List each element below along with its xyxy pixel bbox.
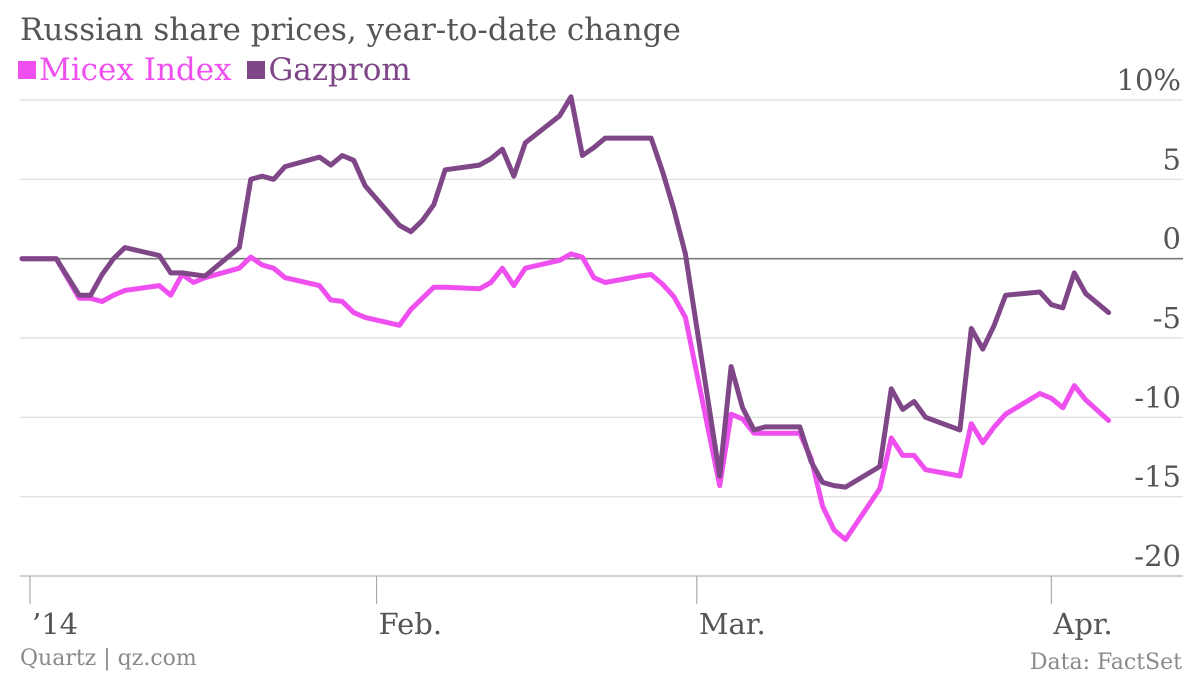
series-line-micex-index [19,251,1112,542]
y-tick-label: -5 [1153,301,1181,335]
x-tick-label: Feb. [379,607,442,641]
legend-swatch-micex [18,61,36,79]
x-tick-label: Apr. [1052,607,1112,641]
y-tick-label: 0 [1163,222,1181,256]
y-tick-label: 10% [1117,63,1181,97]
grid-lines [20,99,1183,577]
x-tick-label: ’14 [32,607,78,641]
series-line-gazprom [19,94,1112,490]
legend-label-gazprom: Gazprom [268,52,411,88]
legend-item-micex: Micex Index [18,52,232,88]
x-tick-label: Mar. [699,607,766,641]
source-text: Data: FactSet [1029,650,1182,675]
y-tick-label: -20 [1134,539,1181,573]
legend-item-gazprom: Gazprom [247,52,411,88]
y-axis-labels: 10% 5 0 -5 -10 -15 -20 [1117,63,1181,573]
y-tick-label: -15 [1134,460,1181,494]
legend-label-micex: Micex Index [39,52,232,88]
credit-text: Quartz | qz.com [20,646,197,671]
chart-title: Russian share prices, year-to-date chang… [20,12,681,48]
legend-swatch-gazprom [247,61,266,79]
series-lines [19,94,1112,542]
y-tick-label: -10 [1134,380,1181,414]
x-axis: ’14 Feb. Mar. Apr. [20,575,1183,641]
legend: Micex Index Gazprom [18,52,417,88]
y-tick-label: 5 [1163,142,1181,176]
